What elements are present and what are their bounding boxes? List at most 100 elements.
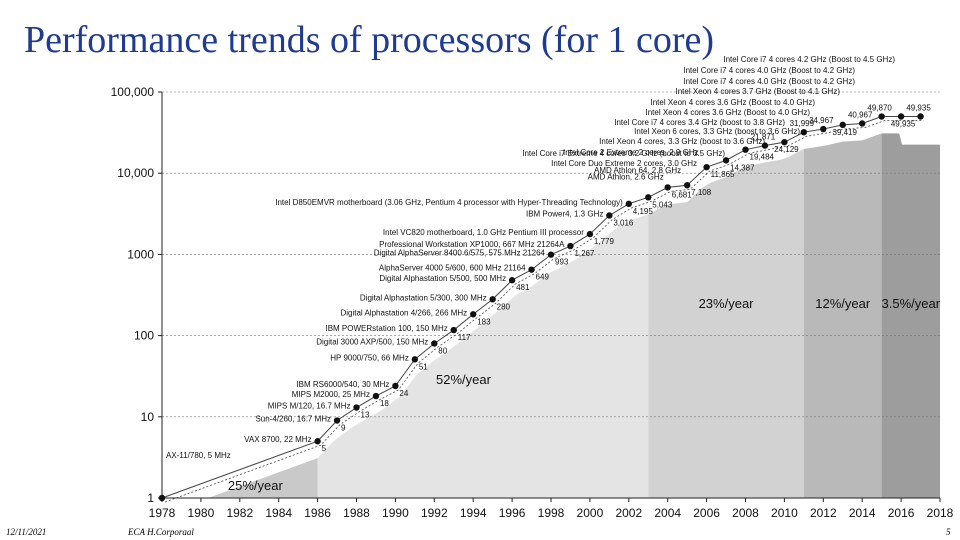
data-point-value: 5,043 [652, 200, 673, 209]
data-point-label: Digital Alphastation 5/500, 500 MHz [379, 274, 506, 283]
data-point [722, 157, 730, 164]
data-point-label: AMD Athlon, 2.6 GHz [588, 172, 664, 181]
footer-author: ECA H.Corporaal [128, 527, 194, 537]
data-point-label: Intel Xeon 4 cores, 3.3 GHz (boost to 3.… [599, 137, 765, 146]
data-point-value: 49,870 [867, 104, 892, 113]
data-point-label: IBM RS6000/540, 30 MHz [296, 380, 389, 389]
data-point-value: 14,387 [730, 163, 755, 172]
x-tick-label: 2012 [810, 506, 837, 520]
x-tick-label: 1982 [226, 506, 253, 520]
data-point-value: 481 [516, 283, 530, 292]
data-point-label: Sun-4/260, 16.7 MHz [255, 415, 331, 424]
data-point-label: Intel Xeon 4 cores 3.7 GHz (Boost to 4.1… [675, 87, 840, 96]
data-point [859, 120, 866, 127]
data-point-label: Intel Core 2 Extreme 2 cores, 2.9 GHz [563, 148, 699, 157]
data-point-label: IBM POWERstation 100, 150 MHz [325, 324, 447, 333]
data-point-value: 51 [419, 362, 428, 371]
x-tick-label: 1996 [499, 506, 526, 520]
data-point-value: 3,016 [613, 218, 634, 227]
data-point [800, 128, 808, 136]
data-point-value: 31,999 [790, 119, 815, 128]
x-tick-label: 2006 [693, 506, 720, 520]
x-tick-label: 1992 [421, 506, 448, 520]
data-point-label: AMD Athlon 64, 2.8 GHz [594, 166, 681, 175]
data-point-label: Intel Xeon 4 cores 3.6 GHz (Boost to 4.0… [645, 108, 810, 117]
data-point-value: 24,129 [774, 145, 799, 154]
data-point-value: 7,108 [691, 188, 712, 197]
data-point-value: 183 [477, 317, 491, 326]
data-point [450, 326, 457, 334]
y-tick-label: 100 [134, 329, 154, 343]
data-point [645, 194, 652, 201]
data-point-label: Professional Workstation XP1000, 667 MHz… [379, 240, 565, 249]
data-point-label: Digital 3000 AXP/500, 150 MHz [316, 337, 428, 346]
data-point [586, 230, 594, 238]
data-point-value: 18 [380, 399, 389, 408]
data-point [333, 417, 341, 424]
data-point-label: IBM Power4, 1.3 GHz [526, 209, 603, 218]
x-tick-label: 1994 [460, 506, 487, 520]
data-point-value: 24 [399, 389, 408, 398]
data-point [781, 138, 788, 146]
x-tick-label: 1986 [304, 506, 331, 520]
data-point-label: MIPS M/120, 16.7 MHz [268, 402, 351, 411]
data-point-value: 280 [497, 302, 511, 311]
x-tick-label: 2018 [927, 506, 954, 520]
data-point-label: HP 9000/750, 66 MHz [330, 353, 409, 362]
data-point-value: 11,865 [711, 170, 735, 179]
region-3 [648, 149, 804, 499]
data-point-label: Intel D850EMVR motherboard (3.06 GHz, Pe… [275, 198, 623, 207]
data-point [820, 125, 827, 133]
trend-line-dashed [164, 120, 924, 503]
x-tick-label: 2008 [732, 506, 759, 520]
data-point-label: Intel Xeon 4 cores 3.6 GHz (Boost to 4.0… [650, 98, 815, 107]
x-tick-label: 2016 [888, 506, 915, 520]
x-tick-label: 2004 [654, 506, 681, 520]
data-point-label: Digital Alphastation 5/300, 300 MHz [360, 293, 487, 302]
x-tick-label: 2014 [849, 506, 876, 520]
x-tick-label: 1998 [538, 506, 565, 520]
data-point-label: MIPS M2000, 25 MHz [292, 390, 370, 399]
data-point-value: 117 [458, 333, 471, 342]
data-point-value: 49,935 [891, 119, 916, 128]
data-point-label: Digital Alphastation 4/266, 266 MHz [340, 308, 467, 317]
x-tick-label: 2000 [577, 506, 604, 520]
region-1 [162, 458, 318, 498]
y-tick-label: 100,000 [111, 85, 155, 99]
data-point-value: 1,267 [574, 249, 595, 258]
data-point [431, 340, 438, 347]
y-tick-label: 10 [141, 410, 155, 424]
data-point [158, 494, 166, 502]
data-point-value: 39,419 [833, 128, 858, 137]
data-point-label: Intel Core i7 4 cores 3.4 GHz (boost to … [614, 118, 785, 127]
data-point-label: Intel Core Duo Extreme 2 cores, 3.0 GHz [551, 159, 697, 168]
footer-date: 12/11/2021 [6, 527, 47, 537]
data-point [489, 296, 496, 303]
region-rate-label: 23%/year [699, 296, 755, 311]
region-rate-label: 3.5%/year [882, 296, 941, 311]
data-point-label: VAX 8700, 22 MHz [244, 435, 311, 444]
data-point [897, 113, 905, 120]
data-point [664, 184, 671, 191]
data-point-value: 4,195 [633, 207, 654, 216]
data-point-label: Intel Core i7 4 cores 4.2 GHz (Boost to … [723, 55, 895, 64]
data-point [372, 392, 380, 400]
data-point [742, 146, 749, 153]
region-rate-label: 25%/year [228, 478, 284, 493]
data-point-label: AlphaServer 4000 5/600, 600 MHz 21164 [379, 264, 526, 273]
data-point-value: 34,967 [809, 116, 834, 125]
y-tick-label: 10,000 [117, 166, 154, 180]
data-point-value: 21,871 [751, 133, 776, 142]
region-rate-label: 52%/year [436, 372, 492, 387]
data-point [878, 113, 885, 120]
data-point [411, 356, 419, 363]
data-point-label: Intel Xeon 6 cores, 3.3 GHz (boost to 3.… [634, 127, 800, 136]
data-point-value: 49,935 [906, 103, 931, 112]
data-point-value: 649 [536, 273, 550, 282]
footer-page-number: 5 [946, 527, 951, 537]
data-point-value: 1,779 [594, 237, 615, 246]
x-tick-label: 1978 [149, 506, 176, 520]
slide-title: Performance trends of processors (for 1 … [24, 19, 715, 61]
x-tick-label: 2002 [615, 506, 642, 520]
